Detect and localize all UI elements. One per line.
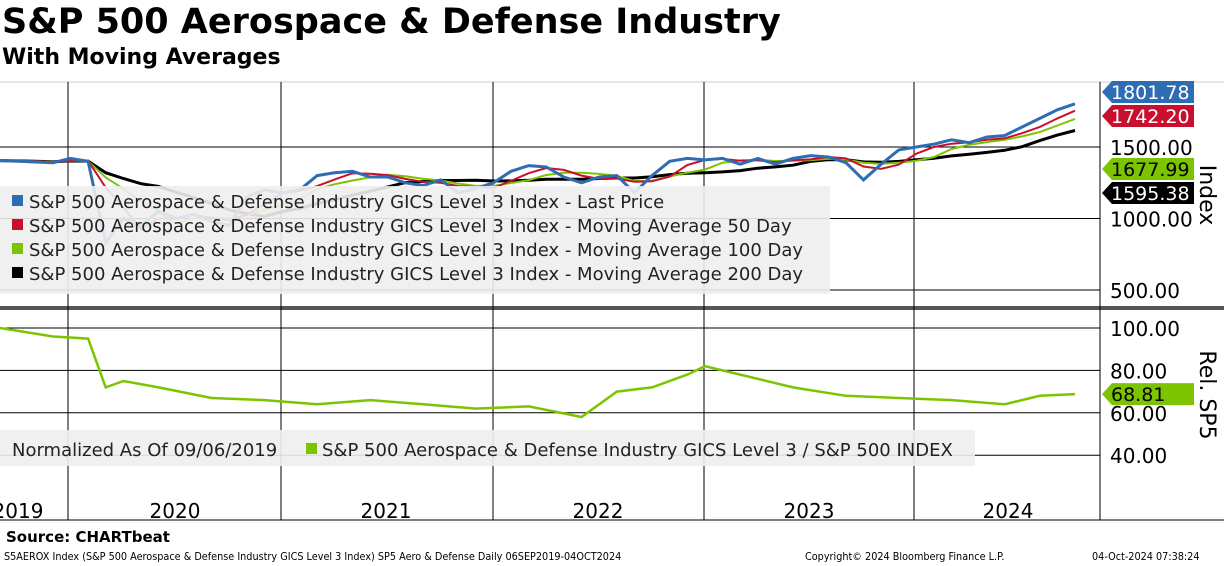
- legend-swatch: [12, 267, 23, 278]
- footer-center: Copyright© 2024 Bloomberg Finance L.P.: [805, 550, 1005, 563]
- legend-label: S&P 500 Aerospace & Defense Industry GIC…: [29, 192, 664, 213]
- footer-right: 04-Oct-2024 07:38:24: [1092, 550, 1200, 563]
- value-tag: [1102, 158, 1194, 180]
- y-tick-label: 40.00: [1110, 444, 1167, 468]
- legend-swatch: [12, 195, 23, 206]
- footer-left: S5AEROX Index (S&P 500 Aerospace & Defen…: [4, 550, 622, 563]
- y-axis-title: Rel. SP5: [1194, 350, 1219, 439]
- y-tick-label: 1500.00: [1110, 136, 1193, 160]
- value-tag: [1102, 182, 1194, 204]
- legend-label: S&P 500 Aerospace & Defense Industry GIC…: [29, 216, 792, 237]
- value-tag-label: 1595.38: [1111, 183, 1190, 205]
- x-tick-label: 2022: [573, 499, 624, 523]
- source: Source: CHARTbeat: [6, 528, 170, 546]
- value-tag: [1102, 81, 1194, 103]
- value-tag-label: 1742.20: [1111, 106, 1190, 128]
- panel-divider: [0, 306, 1224, 310]
- value-tag-label: 68.81: [1111, 384, 1165, 406]
- x-tick-label: 2019: [0, 499, 43, 523]
- legend-label: S&P 500 Aerospace & Defense Industry GIC…: [29, 240, 803, 261]
- value-tag-label: 1677.99: [1111, 159, 1190, 181]
- legend-label: S&P 500 Aerospace & Defense Industry GIC…: [322, 440, 953, 461]
- y-tick-label: 60.00: [1110, 402, 1167, 426]
- value-tag: [1102, 383, 1194, 406]
- y-tick-label: 80.00: [1110, 359, 1167, 383]
- legend-prefix: Normalized As Of 09/06/2019: [12, 440, 277, 461]
- y-tick-label: 500.00: [1110, 279, 1180, 303]
- y-axis-title: Index: [1194, 165, 1219, 226]
- legend-swatch: [306, 443, 317, 454]
- legend-box: [0, 186, 830, 294]
- legend-box: [0, 430, 975, 466]
- y-tick-label: 100.00: [1110, 317, 1180, 341]
- y-tick-label: 1000.00: [1110, 208, 1193, 232]
- chart-title: S&P 500 Aerospace & Defense Industry: [2, 2, 781, 42]
- rel-series-line: [0, 326, 1076, 419]
- legend-label: S&P 500 Aerospace & Defense Industry GIC…: [29, 264, 803, 285]
- legend-swatch: [12, 219, 23, 230]
- value-tag: [1102, 105, 1194, 127]
- chart-subtitle: With Moving Averages: [2, 45, 281, 70]
- x-tick-label: 2020: [150, 499, 201, 523]
- value-tag-label: 1801.78: [1111, 82, 1190, 104]
- x-tick-label: 2024: [983, 499, 1034, 523]
- x-tick-label: 2021: [361, 499, 412, 523]
- x-tick-label: 2023: [784, 499, 835, 523]
- legend-swatch: [12, 243, 23, 254]
